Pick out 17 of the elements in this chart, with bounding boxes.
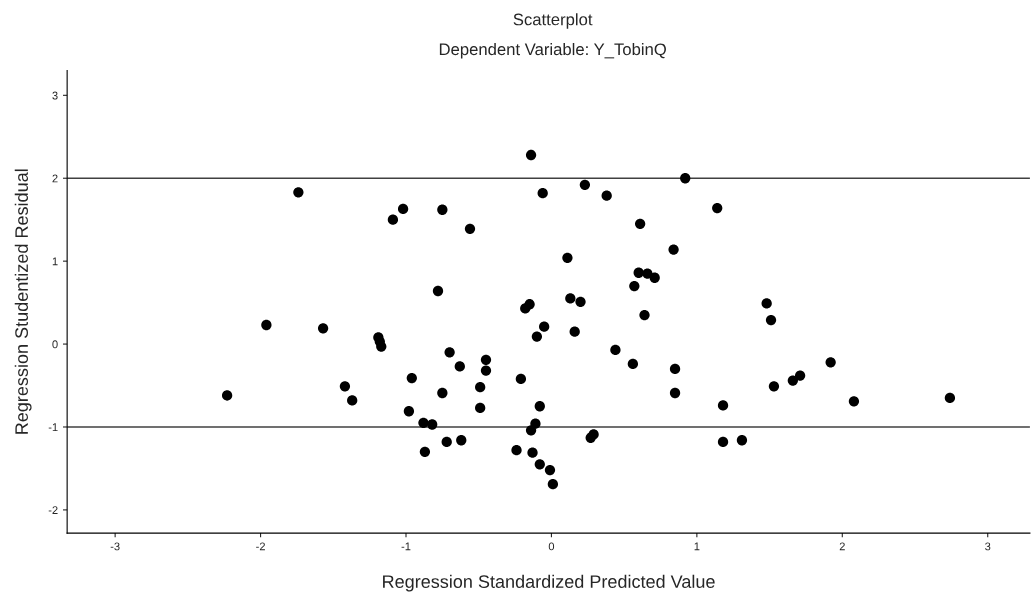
chart-subtitle: Dependent Variable: Y_TobinQ [439, 42, 666, 59]
x-axis-title: Regression Standardized Predicted Value [383, 574, 715, 592]
y-axis-title: Regression Studentized Residual [14, 169, 32, 434]
x-tick-label: 3 [985, 542, 991, 551]
y-tick-label: -1 [48, 423, 58, 432]
x-tick-label: -3 [110, 542, 120, 551]
y-tick-label: 2 [52, 174, 58, 183]
x-tick-label: 0 [548, 542, 555, 551]
x-tick-label: 2 [839, 542, 845, 551]
y-tick-label: -2 [48, 506, 58, 514]
y-tick-label: 0 [52, 340, 58, 349]
y-tick-label: 1 [52, 257, 58, 266]
chart-title: Scatterplot [513, 13, 593, 29]
x-tick-label: -2 [256, 542, 265, 551]
x-tick-label: -1 [401, 542, 411, 551]
x-tick-label: 1 [694, 542, 700, 551]
y-tick-label: 3 [52, 91, 58, 100]
